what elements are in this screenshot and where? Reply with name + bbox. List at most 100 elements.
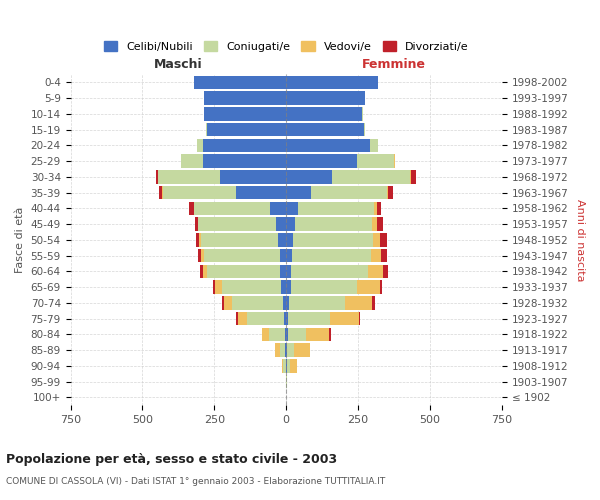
Bar [377,218,383,231]
Bar [411,170,416,183]
Bar [278,233,286,246]
Text: Popolazione per età, sesso e stato civile - 2003: Popolazione per età, sesso e stato civil… [6,452,337,466]
Bar [286,76,378,89]
Bar [289,312,330,326]
Bar [215,280,222,294]
Bar [285,328,286,341]
Bar [293,233,373,246]
Bar [286,154,356,168]
Bar [282,359,283,372]
Bar [286,312,289,326]
Bar [203,264,207,278]
Text: Maschi: Maschi [154,58,203,71]
Bar [377,202,381,215]
Bar [199,233,200,246]
Bar [203,138,286,152]
Bar [197,138,203,152]
Bar [286,280,290,294]
Bar [207,264,280,278]
Bar [286,264,292,278]
Bar [287,359,290,372]
Bar [292,264,368,278]
Bar [200,233,278,246]
Bar [204,92,286,105]
Bar [214,280,215,294]
Bar [381,249,387,262]
Bar [283,296,286,310]
Bar [206,123,207,136]
Bar [286,328,287,341]
Text: COMUNE DI CASSOLA (VI) - Dati ISTAT 1° gennaio 2003 - Elaborazione TUTTITALIA.IT: COMUNE DI CASSOLA (VI) - Dati ISTAT 1° g… [6,478,385,486]
Bar [224,296,232,310]
Bar [368,264,383,278]
Bar [286,138,370,152]
Bar [276,218,286,231]
Bar [383,264,388,278]
Bar [283,359,286,372]
Bar [262,328,269,341]
Bar [286,170,332,183]
Bar [290,280,356,294]
Bar [194,76,286,89]
Bar [287,328,307,341]
Bar [163,186,236,200]
Bar [181,154,203,168]
Bar [374,202,377,215]
Y-axis label: Fasce di età: Fasce di età [15,206,25,273]
Bar [370,138,378,152]
Bar [373,233,380,246]
Bar [203,249,280,262]
Bar [286,92,365,105]
Legend: Celibi/Nubili, Coniugati/e, Vedovi/e, Divorziati/e: Celibi/Nubili, Coniugati/e, Vedovi/e, Di… [100,37,473,56]
Bar [364,123,365,136]
Bar [236,312,238,326]
Bar [388,186,392,200]
Bar [204,107,286,120]
Bar [387,186,388,200]
Y-axis label: Anni di nascita: Anni di nascita [575,198,585,281]
Bar [280,344,286,357]
Bar [223,296,224,310]
Bar [295,218,373,231]
Bar [196,233,199,246]
Bar [280,249,286,262]
Bar [200,264,203,278]
Bar [286,233,293,246]
Bar [220,170,286,183]
Bar [159,186,162,200]
Bar [194,202,271,215]
Bar [359,312,361,326]
Bar [286,107,362,120]
Bar [286,186,311,200]
Bar [380,233,388,246]
Bar [222,280,281,294]
Bar [202,249,203,262]
Bar [330,312,359,326]
Bar [199,249,202,262]
Bar [284,312,286,326]
Bar [197,218,199,231]
Bar [236,186,286,200]
Bar [373,296,375,310]
Bar [289,296,345,310]
Bar [371,249,381,262]
Bar [207,123,286,136]
Bar [281,280,286,294]
Bar [307,328,329,341]
Bar [286,218,295,231]
Bar [156,170,158,183]
Bar [373,218,377,231]
Bar [345,296,373,310]
Bar [286,249,292,262]
Bar [329,328,331,341]
Bar [203,154,286,168]
Bar [356,154,394,168]
Bar [199,218,276,231]
Bar [158,170,220,183]
Bar [275,344,280,357]
Bar [311,186,387,200]
Bar [269,328,285,341]
Bar [286,344,287,357]
Bar [332,170,410,183]
Bar [292,249,371,262]
